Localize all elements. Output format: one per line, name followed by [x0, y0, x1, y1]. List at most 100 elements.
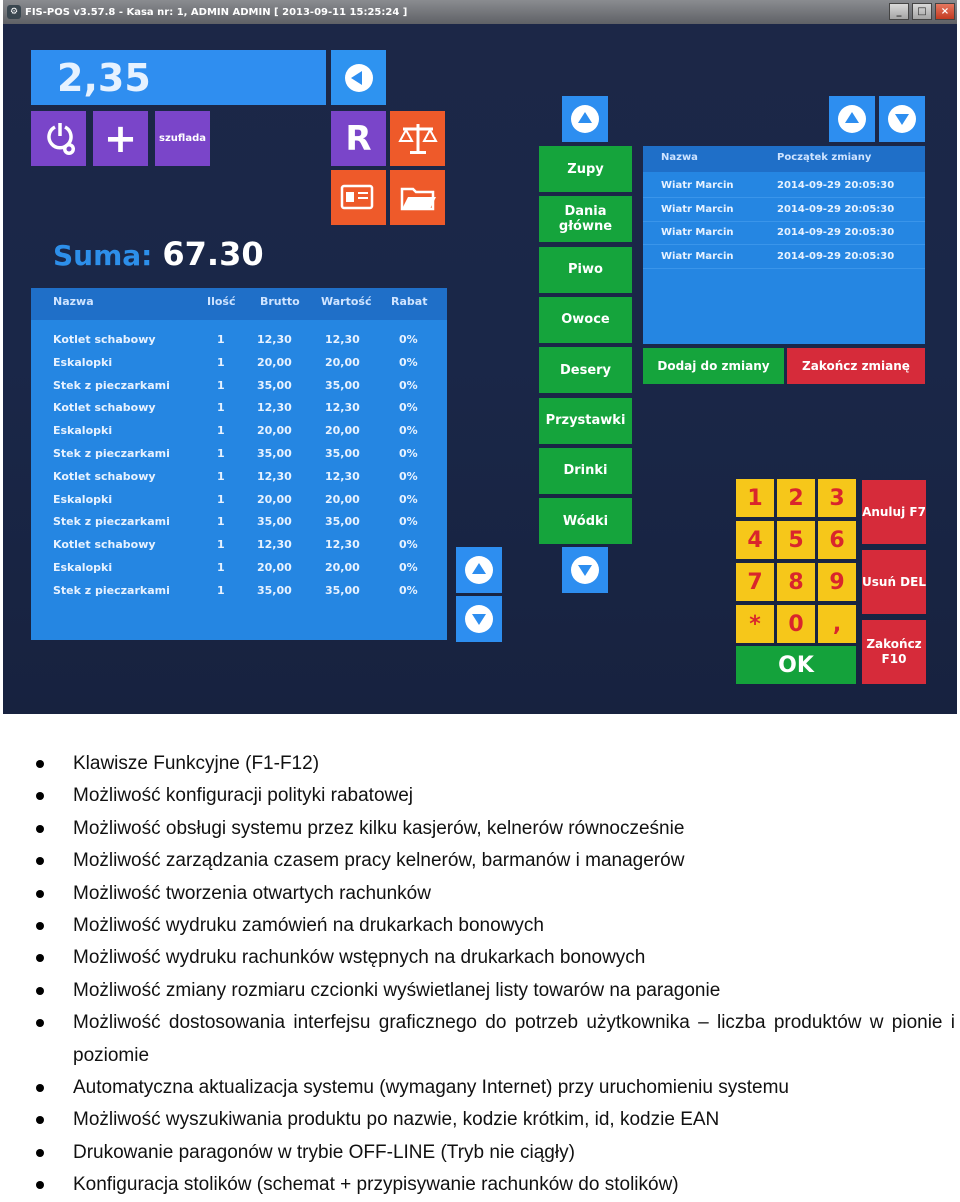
table-row[interactable]: Stek z pieczarkami 1 35,00 35,00 0%	[31, 375, 447, 397]
keypad-key[interactable]: 8	[777, 563, 815, 601]
keypad-key[interactable]: 5	[777, 521, 815, 559]
table-cell: 20,00	[325, 492, 360, 506]
finish-f10-button[interactable]: Zakończ F10	[862, 620, 926, 684]
card-icon	[340, 184, 373, 209]
back-button[interactable]	[331, 50, 386, 105]
table-cell: 1	[217, 355, 225, 369]
table-row[interactable]: Stek z pieczarkami 1 35,00 35,00 0%	[31, 511, 447, 533]
table-cell: Eskalopki	[53, 355, 113, 369]
keypad-key[interactable]: 6	[818, 521, 856, 559]
keypad-key[interactable]: 9	[818, 563, 856, 601]
minimize-button[interactable]: _	[889, 3, 909, 20]
table-row[interactable]: Eskalopki 1 20,00 20,00 0%	[31, 420, 447, 442]
power-settings-button[interactable]	[31, 111, 86, 166]
add-to-shift-button[interactable]: Dodaj do zmiany	[643, 348, 784, 384]
keypad-key[interactable]: 7	[736, 563, 774, 601]
plus-button[interactable]: +	[93, 111, 148, 166]
table-cell: 12,30	[257, 538, 292, 552]
table-row[interactable]: Stek z pieczarkami 1 35,00 35,00 0%	[31, 443, 447, 465]
table-row[interactable]: Kotlet schabowy 1 12,30 12,30 0%	[31, 534, 447, 556]
shift-cell: Wiatr Marcin	[661, 227, 734, 238]
shift-row[interactable]: Wiatr Marcin 2014-09-29 20:05:30	[643, 200, 925, 222]
table-cell: Eskalopki	[53, 492, 113, 506]
table-cell: 12,30	[325, 469, 360, 483]
receipt-scroll-down-button[interactable]	[456, 596, 502, 642]
table-row[interactable]: Eskalopki 1 20,00 20,00 0%	[31, 489, 447, 511]
category-button[interactable]: Dania główne	[539, 196, 632, 243]
keypad-key[interactable]: 4	[736, 521, 774, 559]
card-button[interactable]	[331, 170, 386, 225]
table-row[interactable]: Kotlet schabowy 1 12,30 12,30 0%	[31, 329, 447, 351]
end-shift-button[interactable]: Zakończ zmianę	[787, 348, 925, 384]
table-cell: 1	[217, 447, 225, 460]
table-row[interactable]: Kotlet schabowy 1 12,30 12,30 0%	[31, 397, 447, 419]
shift-table: Nazwa Początek zmiany Wiatr Marcin 2014-0…	[643, 146, 925, 344]
categories-scroll-up-button[interactable]	[562, 96, 608, 142]
table-row[interactable]: Eskalopki 1 20,00 20,00 0%	[31, 557, 447, 579]
feature-item: Drukowanie paragonów w trybie OFF-LINE (…	[30, 1137, 955, 1169]
shift-row[interactable]: Wiatr Marcin 2014-09-29 20:05:30	[643, 176, 925, 198]
table-row[interactable]: Stek z pieczarkami 1 35,00 35,00 0%	[31, 580, 447, 602]
category-button[interactable]: Desery	[539, 347, 632, 394]
close-button[interactable]: ×	[935, 3, 955, 20]
table-cell: 1	[217, 515, 225, 529]
title-bar: ⚙ FIS-POS v3.57.8 - Kasa nr: 1, ADMIN AD…	[3, 0, 957, 24]
shift-cell: 2014-09-29 20:05:30	[777, 203, 895, 215]
delete-button[interactable]: Usuń DEL	[862, 550, 926, 614]
table-row[interactable]: Kotlet schabowy 1 12,30 12,30 0%	[31, 466, 447, 488]
table-cell: Stek z pieczarkami	[53, 378, 170, 392]
category-button[interactable]: Owoce	[539, 296, 632, 343]
staff-scroll-up-button[interactable]	[829, 96, 875, 142]
category-button[interactable]: Drinki	[539, 447, 632, 494]
folder-button[interactable]	[390, 170, 445, 225]
arrow-down-icon	[571, 556, 599, 584]
category-button[interactable]: Zupy	[539, 146, 632, 192]
table-cell: 20,00	[325, 424, 360, 438]
scale-button[interactable]	[390, 111, 445, 166]
table-cell: 20,00	[257, 424, 292, 438]
keypad-key[interactable]: ,	[818, 605, 856, 643]
table-cell: Kotlet schabowy	[53, 538, 156, 552]
cancel-f7-button[interactable]: Anuluj F7	[862, 480, 926, 544]
table-cell: 35,00	[257, 447, 292, 460]
keypad-key[interactable]: 0	[777, 605, 815, 643]
keypad-key[interactable]: *	[736, 605, 774, 643]
table-cell: 0%	[399, 492, 418, 506]
table-cell: 12,30	[257, 469, 292, 483]
category-button[interactable]: Wódki	[539, 498, 632, 545]
window-title: FIS-POS v3.57.8 - Kasa nr: 1, ADMIN ADMI…	[25, 6, 408, 18]
table-cell: 20,00	[257, 492, 292, 506]
staff-scroll-down-button[interactable]	[879, 96, 925, 142]
categories-scroll-down-button[interactable]	[562, 547, 608, 593]
arrow-down-icon	[465, 605, 493, 633]
table-cell: 1	[217, 424, 225, 438]
table-cell: 1	[217, 583, 225, 597]
r-button[interactable]: R	[331, 111, 386, 166]
feature-item: Konfiguracja stolików (schemat + przypis…	[30, 1169, 955, 1201]
receipt-scroll-up-button[interactable]	[456, 547, 502, 593]
keypad-key[interactable]: 3	[818, 479, 856, 517]
shift-cell: Wiatr Marcin	[661, 203, 734, 215]
drawer-button[interactable]: szuflada	[155, 111, 210, 166]
total-label: Suma:	[53, 239, 153, 272]
back-icon	[344, 63, 373, 92]
shift-cell: 2014-09-29 20:05:30	[777, 180, 895, 191]
table-row[interactable]: Eskalopki 1 20,00 20,00 0%	[31, 352, 447, 374]
feature-item: Możliwość zarządzania czasem pracy kelne…	[30, 845, 955, 877]
arrow-down-icon	[888, 105, 916, 133]
keypad-key[interactable]: 2	[777, 479, 815, 517]
table-cell: Stek z pieczarkami	[53, 447, 170, 460]
ok-button[interactable]: OK	[736, 646, 856, 684]
table-cell: 12,30	[325, 538, 360, 552]
feature-item: Możliwość zmiany rozmiaru czcionki wyświ…	[30, 975, 955, 1007]
table-cell: 20,00	[257, 561, 292, 574]
maximize-button[interactable]: □	[912, 3, 932, 20]
keypad-key[interactable]: 1	[736, 479, 774, 517]
shift-row[interactable]: Wiatr Marcin 2014-09-29 20:05:30	[643, 223, 925, 245]
feature-item: Możliwość wydruku rachunków wstępnych na…	[30, 942, 955, 974]
arrow-up-icon	[465, 556, 493, 584]
table-cell: 1	[217, 333, 225, 346]
category-button[interactable]: Przystawki	[539, 397, 632, 444]
shift-row[interactable]: Wiatr Marcin 2014-09-29 20:05:30	[643, 247, 925, 269]
category-button[interactable]: Piwo	[539, 246, 632, 293]
